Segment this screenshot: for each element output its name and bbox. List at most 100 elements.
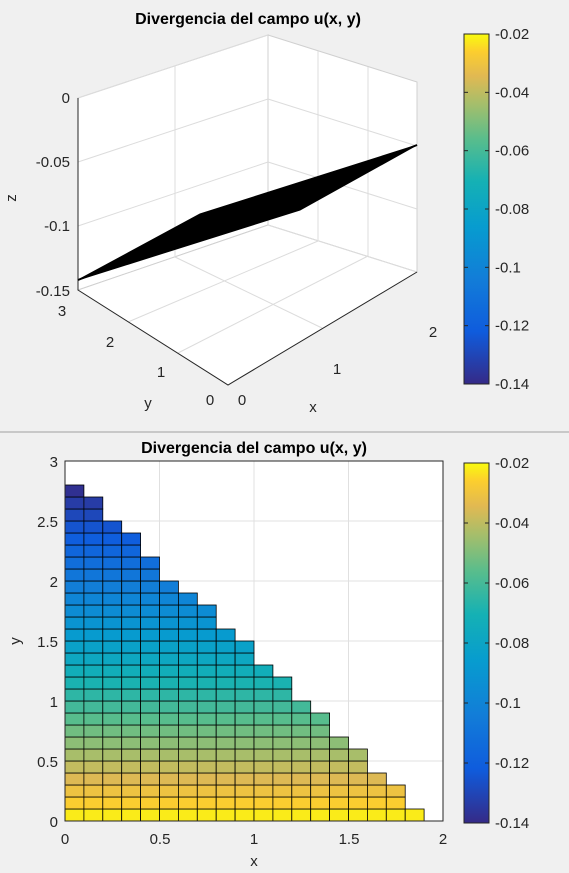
heatmap-cell — [253, 688, 274, 702]
heatmap-cell — [177, 688, 198, 702]
colorbar-tick-label: -0.12 — [495, 755, 529, 772]
heatmap-cell — [310, 712, 331, 726]
heatmap-cell — [64, 724, 85, 738]
heatmap-cell — [121, 592, 141, 606]
heatmap-cell — [83, 712, 104, 726]
heatmap-cell — [64, 544, 85, 558]
heatmap-cell — [329, 772, 349, 786]
heatmap-cell — [83, 652, 104, 666]
heatmap-cell — [272, 688, 293, 702]
heatmap-cell — [253, 784, 274, 798]
heatmap-cell — [102, 520, 123, 534]
heatmap-cell — [83, 664, 104, 678]
heatmap-cell — [272, 796, 293, 810]
y-tick-label: 0 — [50, 814, 58, 831]
heatmap-cell — [234, 796, 255, 810]
heatmap-cell — [234, 736, 255, 750]
heatmap-cell — [121, 784, 141, 798]
heatmap-cell — [83, 580, 104, 594]
heatmap-cell — [83, 628, 104, 642]
heatmap-cell — [385, 796, 406, 810]
heatmap-cell — [102, 604, 123, 618]
heatmap-cell — [215, 688, 236, 702]
heatmap-cell — [366, 772, 387, 786]
heatmap-cell — [196, 760, 217, 774]
heatmap-cell — [121, 640, 141, 654]
heatmap-cell — [83, 496, 104, 510]
y-axis-label: y — [7, 637, 24, 645]
heatmap-cell — [253, 760, 274, 774]
heatmap-cell — [215, 676, 236, 690]
y-tick-label: 1.5 — [37, 634, 58, 651]
z-tick-label: -0.15 — [36, 283, 70, 300]
heatmap-cell — [348, 748, 368, 762]
heatmap-cell — [177, 808, 198, 822]
colorbar-tick-label: -0.04 — [495, 515, 529, 532]
heatmap-cell — [83, 676, 104, 690]
heatmap-cell — [196, 616, 217, 630]
heatmap-cell — [140, 628, 160, 642]
heatmap-cell — [234, 640, 255, 654]
y-tick-label: 3 — [50, 454, 58, 471]
z-tick-label: 0 — [62, 90, 70, 107]
heatmap-cell — [121, 628, 141, 642]
heatmap-cell — [102, 772, 123, 786]
heatmap-cell — [366, 784, 387, 798]
heatmap-cell — [83, 532, 104, 546]
y-tick-label: 3 — [58, 303, 66, 320]
heatmap-cell — [177, 628, 198, 642]
grid-line — [267, 224, 418, 273]
heatmap-cell — [121, 580, 141, 594]
heatmap-cell — [291, 796, 312, 810]
heatmap-cell — [83, 700, 104, 714]
heatmap-cell — [348, 808, 368, 822]
grid-lines — [77, 34, 418, 354]
heatmap-cell — [177, 700, 198, 714]
heatmap-cell — [329, 760, 349, 774]
heatmap-cell — [310, 784, 331, 798]
colorbar-tick-label: -0.02 — [495, 26, 529, 43]
heatmap-cell — [177, 640, 198, 654]
surface-edge — [77, 144, 418, 281]
heatmap-cell — [64, 556, 85, 570]
heatmap-cell — [177, 748, 198, 762]
heatmap-cell — [234, 700, 255, 714]
heatmap-cell — [159, 580, 179, 594]
heatmap-cell — [253, 808, 274, 822]
heatmap-cell — [140, 664, 160, 678]
heatmap-cell — [64, 592, 85, 606]
colorbar-tick-label: -0.06 — [495, 143, 529, 160]
heatmap-cell — [121, 688, 141, 702]
heatmap-cell — [159, 748, 179, 762]
heatmap-cell — [177, 772, 198, 786]
heatmap-cell — [121, 664, 141, 678]
heatmap-cell — [159, 712, 179, 726]
grid-line — [77, 98, 269, 163]
heatmap-cell — [83, 592, 104, 606]
heatmap-cell — [272, 772, 293, 786]
grid-line — [77, 161, 269, 227]
heatmap-cell — [234, 712, 255, 726]
heatmap-cell — [215, 760, 236, 774]
heatmap-cell — [64, 604, 85, 618]
heatmap-cell — [253, 796, 274, 810]
heatmap-cell — [102, 628, 123, 642]
heatmap-cell — [121, 736, 141, 750]
heatmap-cell — [234, 652, 255, 666]
heatmap-cell — [177, 616, 198, 630]
heatmap-cell — [272, 736, 293, 750]
heatmap-cell — [83, 508, 104, 522]
colorbar-tick-label: -0.12 — [495, 318, 529, 335]
grid-line — [267, 98, 418, 147]
heatmap-cell — [140, 724, 160, 738]
heatmap-cell — [83, 616, 104, 630]
heatmap-cell — [310, 736, 331, 750]
heatmap-cell — [215, 772, 236, 786]
heatmap-cell — [366, 796, 387, 810]
heatmap-cell — [291, 700, 312, 714]
heatmap-cell — [196, 712, 217, 726]
heatmap-cell — [348, 772, 368, 786]
heatmap-cell — [64, 496, 85, 510]
y-tick-label: 0 — [206, 392, 214, 409]
